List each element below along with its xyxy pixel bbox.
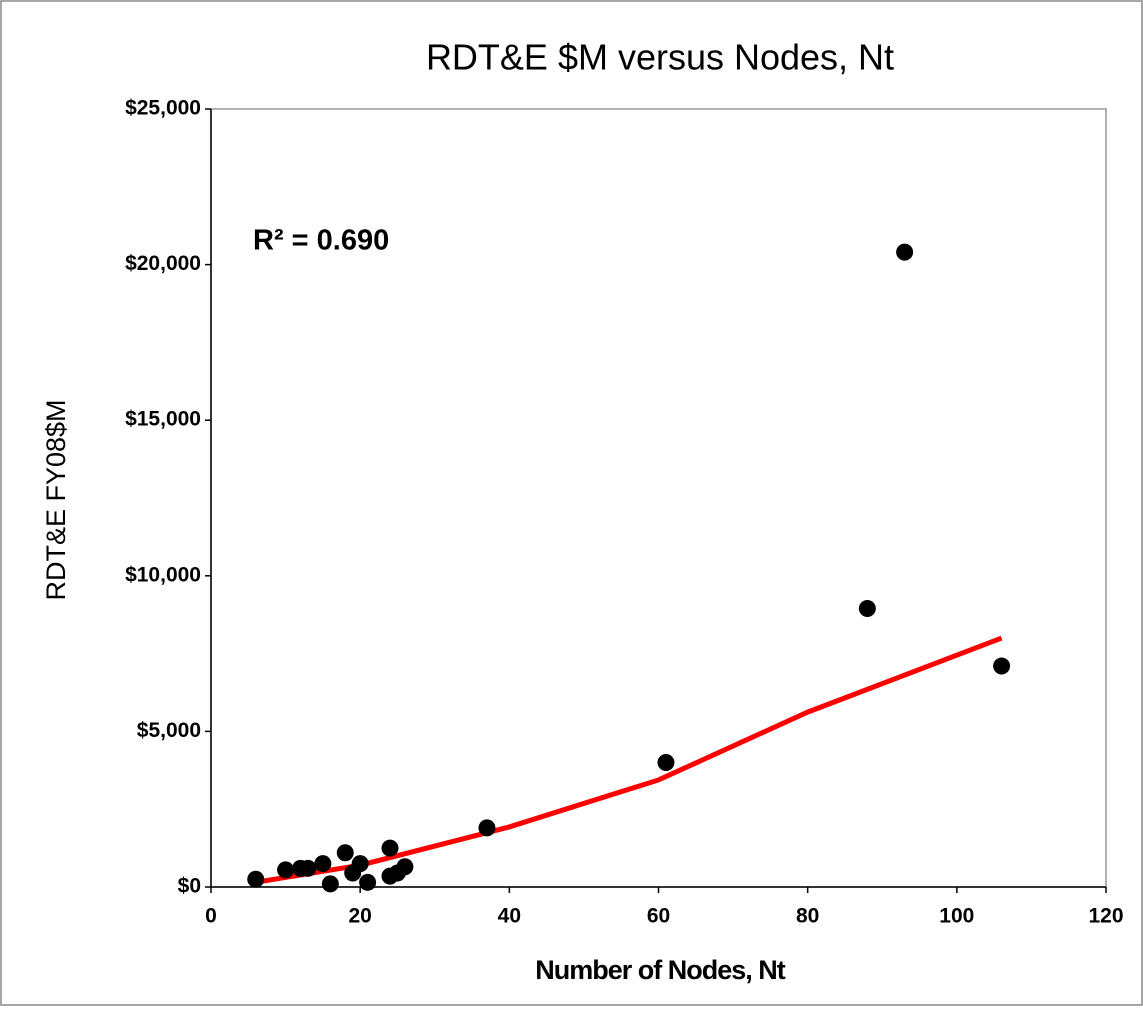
x-tick-label: 100: [939, 905, 974, 928]
data-point: [314, 855, 332, 873]
data-point: [336, 844, 354, 862]
x-tick-label: 40: [498, 905, 521, 928]
data-point: [858, 599, 876, 617]
x-axis-title: Number of Nodes, Nt: [535, 955, 786, 985]
chart-title: RDT&E $M versus Nodes, Nt: [426, 37, 894, 78]
data-point: [896, 243, 914, 261]
data-point: [351, 855, 369, 873]
y-tick-label: $10,000: [125, 563, 201, 586]
x-tick-label: 120: [1088, 905, 1123, 928]
data-point: [478, 819, 496, 837]
y-axis-title: RDT&E FY08$M: [41, 399, 71, 600]
data-point: [657, 754, 675, 772]
data-point: [247, 870, 265, 888]
data-point: [396, 858, 414, 876]
x-tick-label: 60: [647, 905, 670, 928]
data-point: [299, 859, 317, 877]
data-point: [321, 875, 339, 893]
x-tick-label: 20: [348, 905, 371, 928]
y-tick-label: $25,000: [125, 97, 201, 120]
r-squared-annotation: R² = 0.690: [253, 225, 389, 257]
data-point: [993, 657, 1011, 675]
data-point: [381, 839, 399, 857]
data-point: [277, 861, 295, 879]
y-tick-label: $5,000: [137, 719, 201, 742]
x-tick-label: 80: [796, 905, 819, 928]
data-point: [359, 873, 377, 891]
y-tick-label: $20,000: [125, 252, 201, 275]
trend-line: [255, 635, 1003, 885]
y-tick-label: $15,000: [125, 408, 201, 431]
y-tick-label: $0: [178, 875, 201, 898]
x-tick-label: 0: [205, 905, 217, 928]
